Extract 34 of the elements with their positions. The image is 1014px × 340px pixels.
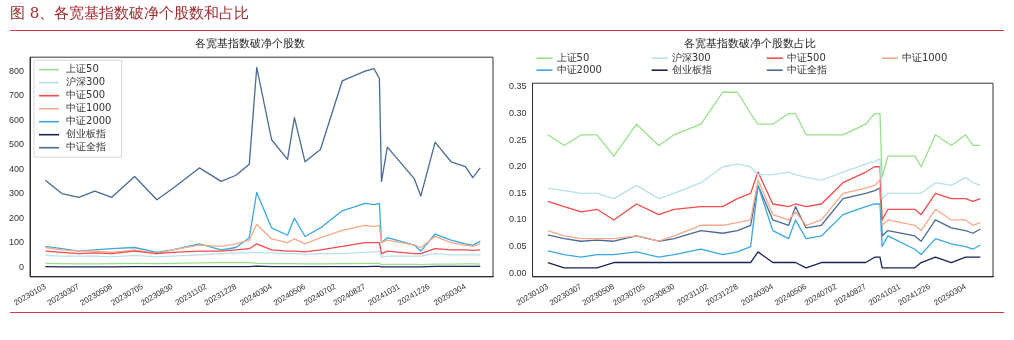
y-tick-label: 500 (8, 139, 25, 150)
chart-title: 各宽基指数破净个股数占比 (683, 37, 816, 51)
y-tick-label: 0.20 (508, 161, 527, 172)
legend-label: 上证50 (556, 51, 590, 63)
caption: 图 8、各宽基指数破净个股数和占比 (10, 4, 250, 23)
chart-title: 各宽基指数破净个股数 (194, 37, 305, 51)
y-tick-label: 0.10 (508, 214, 527, 225)
legend-label: 中证500 (786, 51, 826, 63)
legend-label: 创业板指 (671, 63, 712, 75)
y-tick-label: 0.00 (508, 267, 527, 278)
legend-label: 沪深300 (671, 51, 711, 63)
y-tick-label: 200 (8, 212, 25, 223)
legend-label: 中证1000 (66, 102, 112, 114)
y-tick-label: 700 (8, 90, 25, 101)
y-tick-label: 0 (19, 261, 25, 272)
legend-label: 沪深300 (66, 76, 106, 88)
y-tick-label: 300 (8, 188, 25, 199)
legend-label: 中证2000 (556, 63, 602, 75)
legend-label: 上证50 (66, 63, 99, 75)
legend-label: 中证1000 (901, 51, 948, 63)
legend-label: 创业板指 (66, 128, 107, 140)
y-tick-label: 800 (8, 65, 25, 76)
legend-label: 中证全指 (786, 63, 827, 75)
y-tick-label: 600 (8, 114, 25, 125)
y-tick-label: 0.25 (508, 134, 527, 145)
legend-label: 中证全指 (66, 141, 107, 153)
y-tick-label: 0.35 (508, 81, 527, 92)
y-tick-label: 400 (8, 163, 25, 174)
y-tick-label: 0.05 (508, 241, 527, 252)
legend-label: 中证2000 (66, 115, 112, 127)
y-tick-label: 0.30 (508, 108, 527, 119)
y-tick-label: 100 (8, 237, 25, 248)
y-tick-label: 0.15 (508, 187, 527, 198)
legend-label: 中证500 (66, 89, 106, 101)
